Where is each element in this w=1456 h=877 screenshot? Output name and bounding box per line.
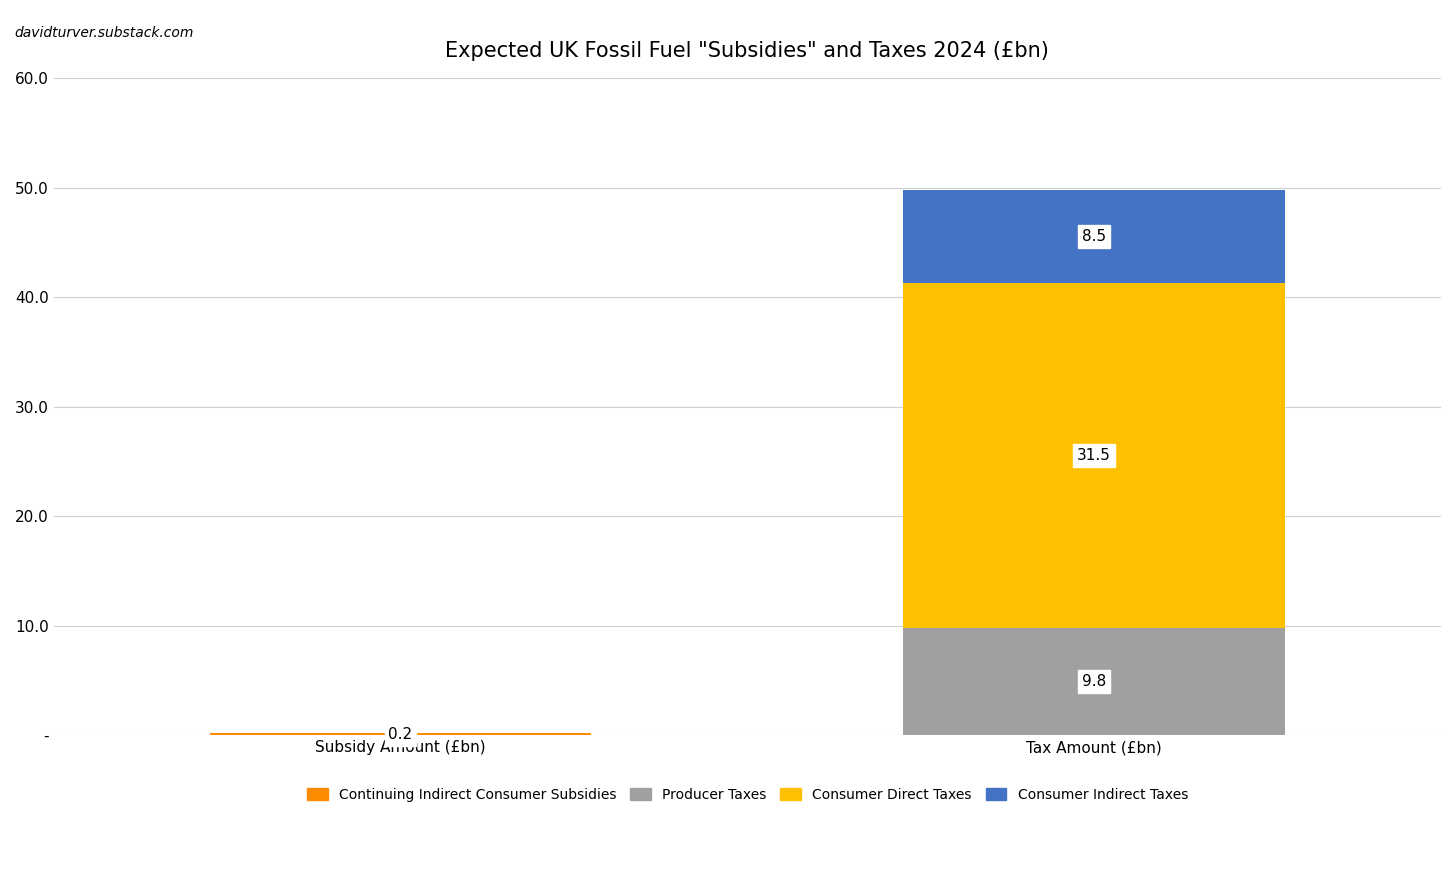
Bar <box>903 628 1286 735</box>
Bar <box>210 733 591 735</box>
Text: 0.2: 0.2 <box>389 727 412 742</box>
Bar <box>903 189 1286 283</box>
Text: 9.8: 9.8 <box>1082 674 1107 689</box>
Bar <box>903 283 1286 628</box>
Legend: Continuing Indirect Consumer Subsidies, Producer Taxes, Consumer Direct Taxes, C: Continuing Indirect Consumer Subsidies, … <box>301 782 1194 807</box>
Text: 31.5: 31.5 <box>1077 448 1111 463</box>
Text: davidturver.substack.com: davidturver.substack.com <box>15 26 194 40</box>
Text: 8.5: 8.5 <box>1082 229 1107 244</box>
Title: Expected UK Fossil Fuel "Subsidies" and Taxes 2024 (£bn): Expected UK Fossil Fuel "Subsidies" and … <box>446 41 1050 61</box>
